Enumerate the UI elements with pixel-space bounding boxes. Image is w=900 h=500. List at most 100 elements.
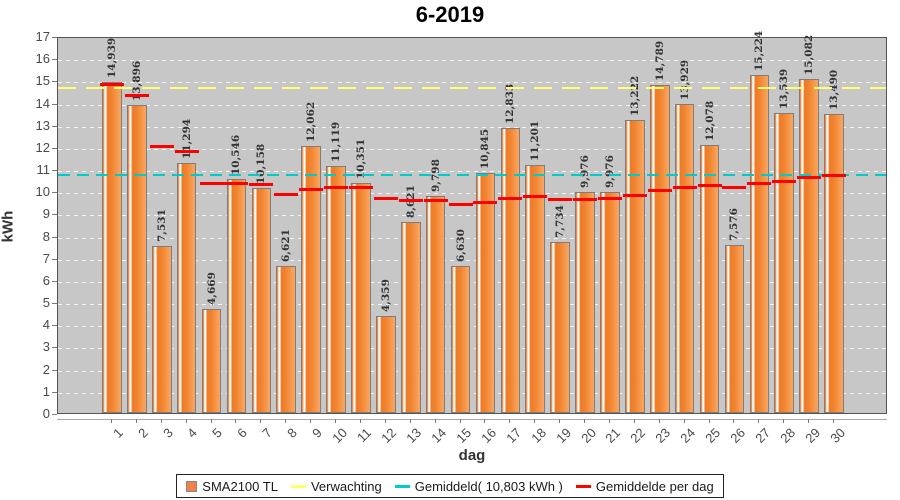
x-tick-label: 8: [284, 425, 300, 441]
bar-value-label: 12,833: [504, 84, 517, 125]
y-tick-label: 16: [35, 51, 50, 67]
gridline: [58, 370, 886, 372]
x-tick: [559, 419, 561, 423]
y-tick-label: 11: [36, 162, 51, 178]
bar-value-label: 10,351: [354, 139, 367, 180]
gridline: [58, 171, 886, 173]
x-tick: [484, 419, 486, 423]
y-tick-label: 14: [35, 95, 50, 111]
y-tick-label: 9: [42, 206, 50, 222]
x-tick-label: 26: [727, 425, 749, 446]
bar-value-label: 10,158: [255, 143, 268, 184]
bar-day-29: [799, 78, 819, 413]
y-tick-label: 1: [42, 383, 50, 399]
x-tick-label: 27: [752, 425, 773, 446]
gridline: [58, 148, 886, 150]
bar-day-4: [176, 162, 197, 413]
bar-day-6: [226, 179, 247, 413]
y-tick-label: 5: [42, 295, 50, 311]
bar-value-label: 6,621: [280, 229, 293, 263]
x-tick-label: 22: [627, 425, 649, 446]
bar-value-label: 4,359: [379, 279, 392, 313]
x-tick: [808, 419, 810, 423]
x-tick-label: 20: [577, 425, 599, 446]
x-tick-label: 17: [503, 425, 524, 446]
x-tick-label: 1: [109, 425, 126, 441]
y-tick-label: 10: [35, 184, 50, 200]
daily-average-segment: [473, 201, 498, 205]
y-tick: [52, 59, 57, 61]
bar-swatch-icon: [186, 480, 198, 492]
bar-day-17: [500, 128, 521, 413]
gridline: [58, 237, 886, 239]
y-tick: [52, 303, 57, 305]
legend-item-gemiddeld: Gemiddeld( 10,803 kWh ): [394, 479, 563, 494]
y-tick-label: 0: [42, 406, 50, 421]
x-tick: [210, 419, 212, 423]
y-tick: [52, 214, 57, 216]
x-tick: [135, 419, 137, 423]
bar-value-label: 15,224: [753, 31, 766, 72]
daily-average-segment: [149, 145, 174, 149]
bar-day-25: [699, 145, 720, 413]
x-tick-label: 28: [777, 425, 798, 446]
daily-average-segment: [772, 179, 797, 183]
daily-average-segment: [498, 197, 523, 201]
bar-day-30: [824, 113, 844, 413]
bar-day-22: [625, 119, 645, 413]
x-tick: [110, 419, 112, 423]
daily-average-segment: [348, 185, 373, 189]
daily-average-segment: [199, 181, 224, 185]
x-tick-label: 30: [826, 425, 848, 446]
x-tick: [584, 419, 586, 423]
daily-average-segment: [99, 82, 124, 86]
y-tick: [52, 81, 57, 83]
bar-value-label: 10,845: [479, 128, 492, 169]
daily-average-segment: [573, 197, 598, 201]
daily-average-segment: [523, 195, 548, 199]
x-tick: [335, 419, 337, 423]
bar-day-10: [326, 166, 346, 413]
x-tick-label: 12: [378, 425, 400, 446]
bar-day-16: [475, 172, 496, 413]
x-tick: [384, 419, 386, 423]
red-line-swatch-icon: [575, 484, 591, 488]
x-tick-label: 10: [328, 425, 350, 446]
bar-day-15: [450, 265, 471, 413]
x-tick: [758, 419, 760, 423]
gridline: [58, 259, 886, 261]
daily-average-segment: [548, 197, 573, 201]
daily-average-segment: [224, 181, 249, 185]
y-tick-label: 17: [35, 29, 50, 44]
bar-day-13: [400, 221, 421, 413]
x-tick-label: 2: [134, 425, 151, 441]
y-tick: [52, 37, 57, 38]
x-tick: [658, 419, 660, 423]
bar-value-label: 11,119: [330, 122, 343, 163]
x-tick-label: 9: [309, 425, 325, 441]
y-tick: [52, 347, 57, 349]
bar-value-label: 4,669: [205, 272, 218, 306]
bar-day-2: [127, 104, 147, 413]
y-tick-label: 15: [35, 73, 50, 89]
bar-value-label: 14,939: [105, 37, 118, 78]
legend-wrapper: SMA2100 TL Verwachting Gemiddeld( 10,803…: [0, 474, 900, 498]
bar-day-20: [575, 191, 595, 413]
x-tick-label: 16: [478, 425, 500, 446]
x-tick-label: 18: [528, 425, 549, 446]
x-tick: [310, 419, 312, 423]
daily-average-segment: [274, 193, 299, 197]
x-tick-label: 15: [453, 425, 475, 446]
y-tick: [52, 391, 57, 393]
bar-value-label: 6,630: [454, 229, 467, 262]
bar-day-11: [351, 183, 371, 413]
x-tick: [359, 419, 361, 423]
legend-label: Verwachting: [310, 478, 382, 494]
daily-average-segment: [249, 182, 274, 186]
x-tick: [285, 419, 287, 423]
legend-label: SMA2100 TL: [202, 478, 278, 494]
x-tick-label: 3: [159, 425, 176, 441]
daily-average-segment: [597, 197, 622, 201]
y-tick-label: 4: [42, 317, 50, 333]
x-tick-label: 23: [652, 425, 674, 446]
